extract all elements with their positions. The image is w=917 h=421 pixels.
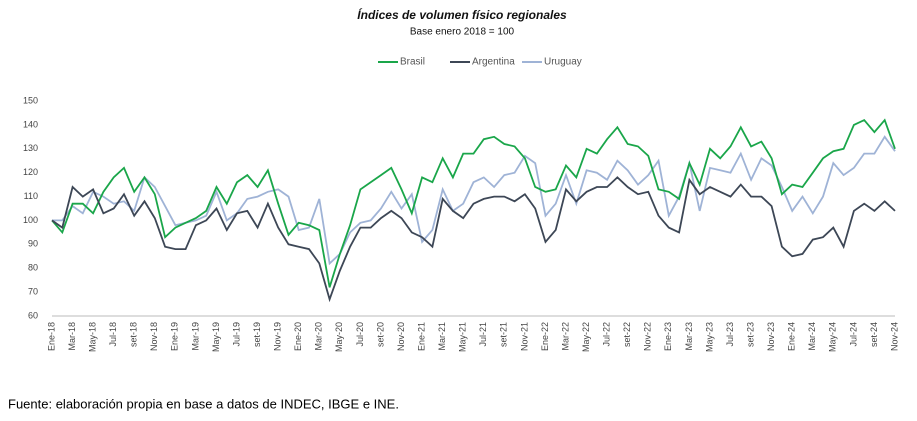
x-tick-label: Nov-23 [766, 322, 776, 351]
x-tick-label: May-20 [334, 322, 344, 352]
x-tick-label: set-18 [129, 322, 139, 347]
x-tick-label: May-23 [704, 322, 714, 352]
chart-subtitle: Base enero 2018 = 100 [410, 27, 515, 38]
x-tick-label: Mar-23 [684, 322, 694, 351]
series-line [51, 118, 896, 288]
x-tick-label: Nov-20 [396, 322, 406, 351]
x-tick-label: Ene-21 [416, 322, 426, 351]
y-tick-label: 100 [23, 215, 38, 225]
x-tick-label: Nov-22 [643, 322, 653, 351]
x-tick-label: Mar-22 [560, 322, 570, 351]
x-tick-label: Jul-23 [725, 322, 735, 347]
x-tick-label: set-20 [375, 322, 385, 347]
y-tick-label: 60 [28, 310, 38, 320]
x-tick-label: Jul-21 [478, 322, 488, 347]
series-line [52, 135, 896, 266]
y-tick-label: 90 [28, 239, 38, 249]
chart-title: Índices de volumen físico regionales [357, 7, 567, 22]
y-tick-label: 140 [23, 119, 38, 129]
y-tick-label: 70 [28, 286, 38, 296]
x-tick-label: set-23 [745, 322, 755, 347]
x-tick-label: May-18 [87, 322, 97, 352]
x-tick-label: Jul-18 [108, 322, 118, 347]
x-tick-label: Ene-18 [46, 322, 56, 351]
y-tick-label: 130 [23, 143, 38, 153]
x-tick-label: Nov-21 [519, 322, 529, 351]
x-tick-label: Jul-20 [355, 322, 365, 347]
legend-label: Uruguay [544, 57, 582, 68]
x-tick-label: Jul-19 [231, 322, 241, 347]
x-tick-label: Mar-24 [807, 322, 817, 351]
x-tick-label: set-24 [869, 322, 879, 347]
y-tick-label: 110 [24, 191, 38, 201]
x-tick-label: May-24 [828, 322, 838, 352]
x-tick-label: set-21 [499, 322, 509, 347]
x-tick-label: Ene-23 [663, 322, 673, 351]
x-tick-label: Nov-24 [889, 322, 899, 351]
legend-label: Brasil [400, 57, 425, 68]
x-tick-label: May-19 [211, 322, 221, 352]
x-tick-label: Mar-19 [190, 322, 200, 351]
x-tick-label: Ene-22 [540, 322, 550, 351]
x-tick-label: set-19 [252, 322, 262, 347]
x-tick-label: Mar-20 [314, 322, 324, 351]
x-tick-label: Ene-24 [787, 322, 797, 351]
x-tick-label: May-22 [581, 322, 591, 352]
y-tick-label: 120 [23, 167, 38, 177]
x-tick-label: Ene-20 [293, 322, 303, 351]
x-tick-label: May-21 [458, 322, 468, 352]
x-tick-label: set-22 [622, 322, 632, 347]
legend-label: Argentina [472, 57, 515, 68]
x-tick-label: Jul-22 [602, 322, 612, 347]
series-line [51, 176, 896, 303]
x-tick-label: Jul-24 [848, 322, 858, 347]
x-tick-label: Nov-18 [149, 322, 159, 351]
x-tick-label: Mar-21 [437, 322, 447, 351]
x-tick-label: Nov-19 [273, 322, 283, 351]
x-tick-label: Mar-18 [67, 322, 77, 351]
source-note: Fuente: elaboración propia en base a dat… [8, 396, 399, 411]
y-tick-label: 150 [23, 95, 38, 105]
y-tick-label: 80 [28, 263, 38, 273]
x-tick-label: Ene-19 [170, 322, 180, 351]
